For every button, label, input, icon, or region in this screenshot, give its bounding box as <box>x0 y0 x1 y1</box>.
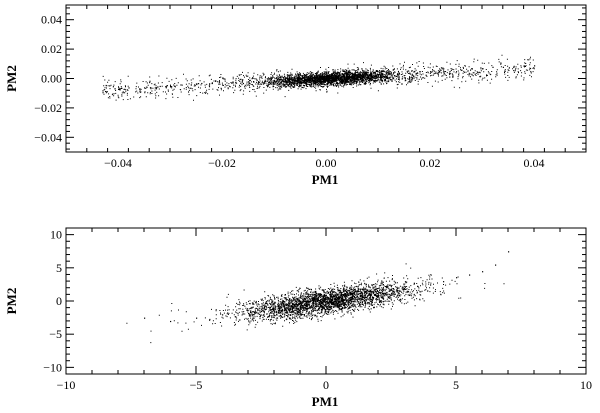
data-point <box>471 68 473 70</box>
data-point <box>495 264 497 266</box>
scatter-cloud <box>102 54 535 101</box>
data-point <box>315 78 317 80</box>
y-tick-label: 0.04 <box>41 13 62 27</box>
data-point <box>417 285 419 287</box>
data-point <box>513 66 515 68</box>
data-point <box>409 72 411 74</box>
x-tick-label: 10 <box>580 378 592 392</box>
data-point <box>461 69 463 71</box>
y-tick-label: 0 <box>56 294 62 308</box>
data-point <box>492 66 494 68</box>
data-point <box>419 71 421 73</box>
data-point <box>430 284 432 286</box>
data-point <box>388 74 390 76</box>
data-point <box>523 65 525 67</box>
y-tick-label: −0.02 <box>34 101 62 115</box>
data-point <box>222 84 224 86</box>
data-point <box>398 72 400 74</box>
data-point <box>534 65 536 67</box>
data-point <box>365 294 367 296</box>
data-point <box>263 82 265 85</box>
data-point <box>313 302 315 305</box>
data-point <box>443 281 445 283</box>
scatter-cloud <box>126 263 505 344</box>
data-point <box>352 295 354 297</box>
x-axis-label: PM1 <box>312 394 339 409</box>
data-point <box>300 306 302 308</box>
data-point <box>367 75 369 77</box>
data-point <box>253 81 255 83</box>
top-scatter-panel: −0.04 −0.02 0.00 0.02 0.04 −0.04 −0.02 0.00 0.02… <box>4 4 587 187</box>
x-tick-label: 0.00 <box>316 156 337 170</box>
data-point <box>326 301 328 303</box>
x-axis-label: PM1 <box>312 172 339 187</box>
data-point <box>339 298 341 300</box>
data-point <box>232 81 234 83</box>
data-point <box>159 85 161 88</box>
data-point <box>248 312 250 315</box>
y-tick-label: −10 <box>43 360 62 374</box>
data-point <box>235 316 237 318</box>
data-point <box>170 320 172 323</box>
y-tick-label: 0.00 <box>41 72 62 86</box>
y-axis-label: PM2 <box>4 65 19 92</box>
data-point <box>170 85 172 88</box>
data-point <box>482 271 484 273</box>
data-point <box>502 66 504 68</box>
data-point <box>196 317 198 319</box>
data-point <box>391 289 393 291</box>
data-point <box>128 87 130 89</box>
data-point <box>209 319 211 321</box>
data-point <box>144 317 146 319</box>
data-point <box>469 274 471 276</box>
y-tick-label: 5 <box>56 261 62 275</box>
data-point <box>201 82 203 85</box>
data-point <box>378 292 380 294</box>
x-tick-label: −5 <box>190 378 203 392</box>
scatter-dots <box>102 54 535 101</box>
y-axis-label: PM2 <box>4 288 19 315</box>
y-tick-label: 10 <box>50 228 62 242</box>
data-point <box>440 69 442 71</box>
data-point <box>450 69 452 71</box>
data-point <box>508 251 510 253</box>
data-point <box>287 307 289 309</box>
x-tick-label: −0.04 <box>104 156 132 170</box>
x-tick-label: −10 <box>57 378 76 392</box>
x-tick-label: 0.02 <box>420 156 441 170</box>
data-point <box>211 82 213 85</box>
data-point <box>222 314 224 316</box>
data-point <box>274 79 276 82</box>
data-point <box>378 74 380 76</box>
data-point <box>190 84 192 86</box>
y-tick-label: −0.04 <box>34 130 62 144</box>
data-point <box>284 81 286 83</box>
scatter-dots <box>126 263 505 344</box>
data-point <box>274 311 276 313</box>
data-point <box>346 77 348 79</box>
data-point <box>305 79 307 82</box>
x-tick-label: −0.02 <box>208 156 236 170</box>
data-point <box>118 88 120 90</box>
data-point <box>404 287 406 289</box>
data-point <box>482 68 484 70</box>
x-tick-label: 5 <box>453 378 459 392</box>
y-tick-label: −5 <box>49 327 62 341</box>
data-point <box>456 277 458 279</box>
data-point <box>242 82 244 85</box>
data-point <box>326 78 328 80</box>
data-point <box>261 310 263 313</box>
x-tick-label: 0.04 <box>524 156 545 170</box>
bottom-scatter-panel: −10 −5 0 5 10 −10 −5 0 5 10 PM1 PM2 <box>4 227 592 409</box>
data-point <box>357 75 359 77</box>
x-tick-label: 0 <box>323 378 329 392</box>
data-point <box>336 77 338 79</box>
data-point <box>180 84 182 86</box>
y-tick-label: 0.02 <box>41 42 62 56</box>
data-point <box>294 79 296 82</box>
data-point <box>144 87 146 89</box>
data-point <box>430 71 432 73</box>
data-point <box>102 90 104 92</box>
